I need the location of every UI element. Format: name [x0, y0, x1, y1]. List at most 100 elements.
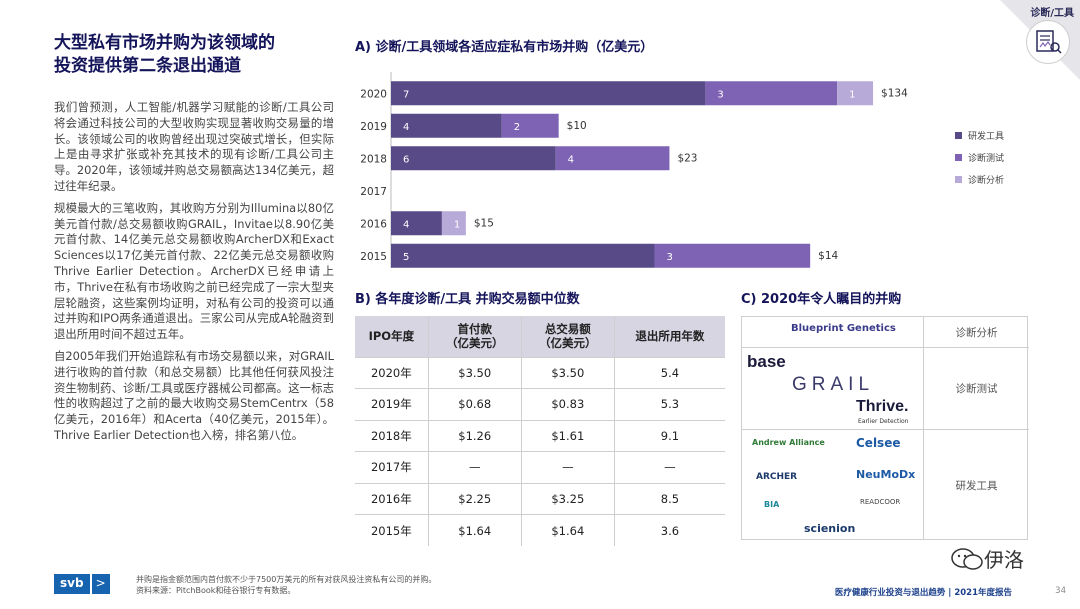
- page-number: 34: [1055, 586, 1066, 596]
- bia-logo: BIA: [764, 500, 780, 509]
- deal-row-analysis: Blueprint Genetics 诊断分析: [742, 317, 1029, 347]
- legend-label: 研发工具: [968, 131, 1005, 142]
- bar-segment: [391, 146, 556, 171]
- table-cell: —: [427, 451, 522, 483]
- table-cell: 2020年: [355, 356, 429, 389]
- legend-swatch: [955, 175, 962, 183]
- watermark-text: 伊洛: [984, 548, 1024, 572]
- category-label: 研发工具: [955, 479, 998, 492]
- report-name: 医疗健康行业投资与退出趋势 | 2021年度报告: [834, 588, 1012, 598]
- legend-label: 诊断分析: [968, 175, 1005, 186]
- table-header-cell: 退出所用年数: [613, 316, 725, 357]
- deal-row-testing: base GRAIL Thrive. Earlier Detection 诊断测…: [742, 347, 1029, 429]
- readcoor-logo: READCOOR: [860, 498, 901, 506]
- table-cell: 2015年: [355, 514, 429, 546]
- y-tick-label: 2020: [360, 88, 387, 100]
- bar-segment: [837, 81, 874, 106]
- paragraph-1: 我们曾预测，人工智能/机器学习赋能的诊断/工具公司将会通过科技公司的大型收购实现…: [54, 100, 334, 193]
- archer-logo: ARCHER: [756, 472, 798, 482]
- blueprint-genetics-logo: Blueprint Genetics: [791, 323, 896, 334]
- wechat-icon: [951, 547, 983, 570]
- bar-total-label: $23: [677, 152, 697, 164]
- legend-label: 诊断测试: [968, 153, 1005, 164]
- table-cell: $1.64: [427, 514, 522, 546]
- bar-count-label: 4: [403, 122, 409, 133]
- table-row: 2019年 $0.68 $0.83 5.3: [355, 388, 725, 420]
- y-tick-label: 2015: [360, 251, 387, 263]
- table-cell: 8.5: [613, 482, 725, 515]
- table-row: 2017年 — — —: [355, 451, 725, 483]
- bar-segment: [391, 113, 502, 138]
- table-cell: $0.68: [427, 388, 522, 420]
- page-title-line1: 大型私有市场并购为该领域的: [54, 33, 275, 53]
- table-row: 2015年 $1.64 $1.64 3.6: [355, 514, 725, 546]
- thrive-logo: Thrive.: [856, 398, 909, 415]
- grail-logo: GRAIL: [792, 374, 875, 395]
- category-label: 诊断分析: [955, 326, 998, 339]
- bar-count-label: 2: [514, 122, 520, 133]
- bar-total-label: $10: [567, 120, 587, 132]
- notable-deals-panel: Blueprint Genetics 诊断分析 base GRAIL Thriv…: [741, 316, 1029, 540]
- section-a-title: A) 诊断/工具领域各适应症私有市场并购（亿美元）: [355, 40, 654, 55]
- table-cell: $3.50: [520, 356, 615, 389]
- table-cell: 9.1: [613, 419, 725, 452]
- deal-row-tools: Andrew Alliance Celsee ARCHER NeuMoDx BI…: [742, 429, 1029, 540]
- table-header-cell: 总交易额 （亿美元）: [520, 316, 615, 357]
- thrive-tagline: Earlier Detection: [858, 418, 909, 425]
- page-title-line2: 投资提供第二条退出通道: [54, 56, 241, 76]
- table-cell: 2019年: [355, 388, 429, 420]
- table-cell: $3.50: [427, 356, 522, 389]
- table-cell: $1.61: [520, 419, 615, 452]
- category-label: 诊断测试: [955, 383, 998, 395]
- celsee-logo: Celsee: [856, 436, 901, 450]
- chart-a-legend: 研发工具诊断测试诊断分析: [955, 124, 1004, 190]
- table-row: 2016年 $2.25 $3.25 8.5: [355, 482, 725, 515]
- table-cell: 3.6: [613, 514, 725, 546]
- table-cell: —: [613, 451, 725, 483]
- table-cell: 5.4: [613, 356, 725, 389]
- table-cell: $0.83: [520, 388, 615, 420]
- footnote-line2: 资料来源：PitchBook和硅谷银行专有数据。: [136, 586, 296, 595]
- section-b-title: B) 各年度诊断/工具 并购交易额中位数: [355, 292, 580, 307]
- paragraph-3: 自2005年我们开始追踪私有市场交易额以来，对GRAIL进行收购的首付款（和总交…: [54, 348, 334, 442]
- corner-tag: 诊断/工具: [980, 0, 1080, 80]
- bar-count-label: 5: [403, 252, 409, 263]
- bar-count-label: 7: [403, 89, 409, 100]
- bar-segment: [441, 211, 466, 236]
- left-column: 大型私有市场并购为该领域的 投资提供第二条退出通道 我们曾预测，人工智能/机器学…: [54, 32, 334, 444]
- neumodx-logo: NeuMoDx: [856, 468, 916, 481]
- table-header-cell: 首付款 （亿美元）: [427, 316, 522, 357]
- bar-count-label: 1: [849, 89, 855, 100]
- diagnostics-icon: [1026, 20, 1070, 64]
- bar-segment: [391, 243, 655, 268]
- svb-arrow-icon: >: [91, 574, 110, 594]
- table-cell: 5.3: [613, 388, 725, 420]
- table-cell: 2017年: [355, 451, 429, 483]
- bar-count-label: 4: [568, 154, 574, 165]
- svb-logo-text: svb: [54, 574, 90, 594]
- base-logo: base: [747, 352, 786, 371]
- legend-swatch: [955, 153, 962, 161]
- bar-count-label: 3: [666, 252, 672, 263]
- legend-item: 研发工具: [955, 124, 1004, 146]
- bar-total-label: $15: [474, 217, 494, 229]
- legend-swatch: [955, 131, 962, 139]
- scienion-logo: scienion: [804, 522, 856, 535]
- table-cell: 2018年: [355, 419, 429, 452]
- bar-count-label: 4: [403, 219, 409, 230]
- y-tick-label: 2018: [360, 153, 387, 165]
- table-cell: 2016年: [355, 482, 429, 515]
- chart-a: 2020 7 3 1 $134 2019 4 2 $10 2018 6 4 $23 2017 2016 4 1 $…: [360, 72, 908, 268]
- andrew-alliance-logo: Andrew Alliance: [752, 438, 825, 447]
- bar-total-label: $14: [818, 250, 838, 262]
- table-cell: $2.25: [427, 482, 522, 515]
- y-tick-label: 2019: [360, 121, 387, 133]
- legend-item: 诊断测试: [955, 146, 1004, 168]
- table-cell: $1.64: [520, 514, 615, 546]
- bar-total-label: $134: [881, 87, 908, 99]
- bar-count-label: 1: [454, 219, 460, 230]
- table-cell: $3.25: [520, 482, 615, 515]
- corner-tag-label: 诊断/工具: [1030, 8, 1074, 19]
- table-row: 2018年 $1.26 $1.61 9.1: [355, 419, 725, 452]
- watermark: 伊洛: [950, 544, 1024, 573]
